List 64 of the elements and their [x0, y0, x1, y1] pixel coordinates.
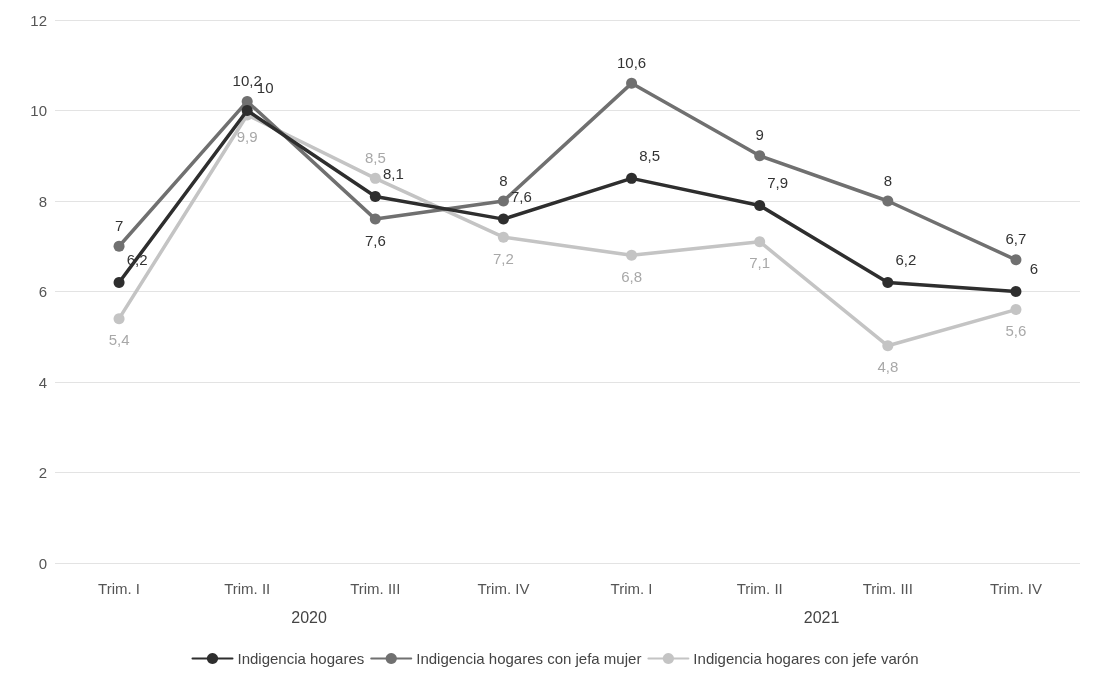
data-label: 5,6 [1005, 322, 1027, 340]
data-label: 5,4 [108, 331, 130, 349]
text: 2021 [803, 608, 840, 626]
point [241, 95, 253, 107]
x-tick-label: Trim. IV [477, 580, 530, 597]
data-label: 6,8 [621, 267, 642, 285]
point [626, 172, 638, 184]
point [113, 313, 125, 325]
point [497, 195, 509, 207]
legend-label: Indigencia hogares [237, 650, 365, 667]
y-tick-label: 4 [38, 373, 47, 391]
point [754, 236, 766, 248]
data-label: 4,8 [877, 358, 899, 376]
point [497, 231, 509, 243]
x-tick-label: Trim. II [224, 580, 271, 597]
point [626, 249, 638, 261]
point [754, 150, 766, 162]
point [626, 77, 638, 89]
data-label: 7,9 [767, 174, 789, 192]
data-label: 8,5 [364, 148, 386, 166]
data-label: 9,9 [236, 127, 258, 145]
point [882, 276, 894, 288]
point [1010, 286, 1022, 297]
y-tick-label: 6 [38, 283, 47, 300]
y-tick-label: 8 [38, 192, 47, 210]
point [754, 200, 766, 212]
data-label: 7,1 [749, 254, 771, 272]
point [113, 240, 125, 252]
data-label: 8,5 [639, 146, 660, 164]
data-label: 7,2 [493, 249, 514, 267]
point [882, 195, 894, 207]
data-label: 7,6 [511, 187, 532, 205]
point [369, 172, 381, 184]
text: 2020 [291, 608, 327, 626]
x-tick-label: Trim. I [98, 580, 141, 597]
point [241, 105, 253, 116]
data-label: 7,6 [364, 231, 386, 249]
y-tick-label: 12 [30, 11, 47, 29]
x-tick-label: Trim. I [610, 580, 653, 597]
data-label: 6,7 [1005, 230, 1027, 248]
data-label: 9 [755, 126, 764, 144]
x-tick-label: Trim. IV [989, 580, 1042, 597]
x-tick-label: Trim. II [736, 580, 783, 597]
data-label: 8,1 [382, 164, 404, 182]
y-tick-label: 0 [38, 554, 47, 572]
data-label: 6,2 [895, 250, 917, 268]
legend-label: Indigencia hogares con jefe varón [693, 650, 919, 667]
data-label: 6 [1029, 260, 1039, 277]
data-label: 7 [114, 216, 124, 234]
point [113, 276, 125, 288]
data-label: 10,6 [616, 53, 647, 71]
point [1010, 304, 1022, 316]
point [369, 190, 381, 202]
data-label: 8 [883, 171, 892, 189]
legend-label: Indigencia hogares con jefa mujer [416, 650, 642, 667]
y-tick-label: 2 [38, 464, 47, 481]
x-tick-label: Trim. III [862, 580, 913, 597]
x-tick-label: Trim. III [350, 580, 401, 597]
point [1010, 254, 1022, 266]
point [882, 340, 894, 352]
y-tick-label: 10 [30, 102, 47, 119]
point [369, 213, 381, 225]
data-label: 8 [499, 171, 508, 189]
point [497, 213, 509, 225]
